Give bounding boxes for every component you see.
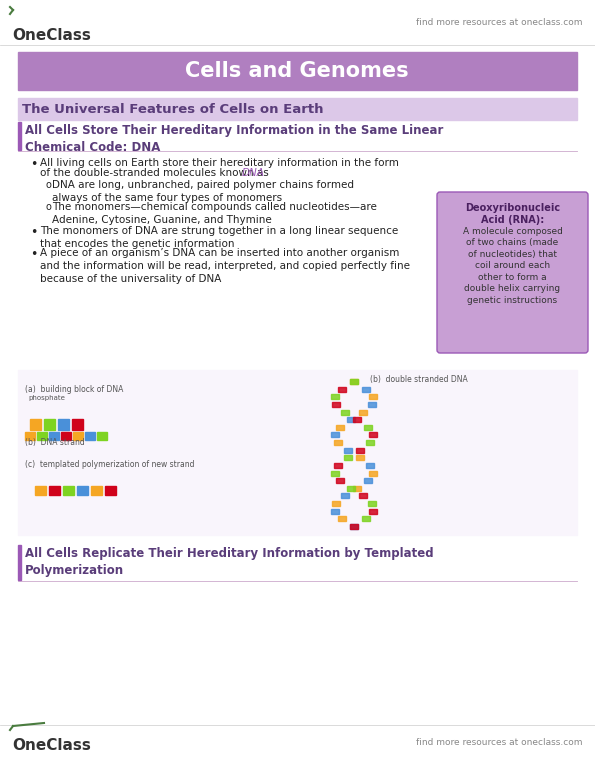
Bar	[85, 432, 95, 440]
Text: (b)  double stranded DNA: (b) double stranded DNA	[370, 375, 468, 384]
Bar	[44, 419, 55, 430]
Text: The monomers—chemical compounds called nucleotides—are
Adenine, Cytosine, Guanin: The monomers—chemical compounds called n…	[52, 202, 377, 225]
Bar	[350, 524, 358, 529]
Bar	[366, 440, 374, 445]
Bar	[366, 463, 374, 468]
Bar	[331, 509, 339, 514]
Bar	[91, 486, 102, 495]
Bar	[359, 494, 367, 498]
Bar	[338, 387, 346, 392]
Bar	[334, 463, 342, 468]
Bar	[331, 433, 339, 437]
Bar	[49, 432, 59, 440]
Bar	[72, 419, 83, 430]
Bar	[368, 501, 376, 506]
Bar	[332, 501, 340, 506]
Text: •: •	[30, 226, 37, 239]
Bar	[341, 410, 349, 414]
Bar	[362, 517, 370, 521]
Bar	[362, 387, 370, 392]
Bar	[344, 447, 352, 453]
Bar	[77, 486, 88, 495]
Bar	[350, 379, 358, 384]
Text: DNA: DNA	[242, 168, 265, 178]
Text: o: o	[46, 180, 52, 190]
Text: •: •	[30, 248, 37, 261]
Bar	[37, 432, 47, 440]
Bar	[331, 394, 339, 400]
Text: All Cells Store Their Hereditary Information in the Same Linear
Chemical Code: D: All Cells Store Their Hereditary Informa…	[25, 124, 443, 154]
Bar	[364, 478, 372, 484]
Text: DNA are long, unbranched, paired polymer chains formed
always of the same four t: DNA are long, unbranched, paired polymer…	[52, 180, 354, 203]
Bar	[18, 122, 21, 150]
FancyBboxPatch shape	[437, 192, 588, 353]
Text: of the double-stranded molecules known as: of the double-stranded molecules known a…	[40, 168, 272, 178]
Text: The monomers of DNA are strung together in a long linear sequence
that encodes t: The monomers of DNA are strung together …	[40, 226, 398, 249]
Bar	[353, 486, 361, 490]
Bar	[350, 379, 358, 384]
Bar	[73, 432, 83, 440]
Text: OneClass: OneClass	[12, 28, 91, 43]
Text: A molecule composed
of two chains (made
of nucleotides) that
coil around each
ot: A molecule composed of two chains (made …	[462, 227, 562, 305]
Bar	[18, 98, 577, 120]
Text: Cells and Genomes: Cells and Genomes	[185, 61, 409, 81]
Bar	[0, 0, 595, 45]
Bar	[369, 470, 377, 476]
Bar	[336, 425, 344, 430]
Bar	[356, 447, 364, 453]
Bar	[105, 486, 116, 495]
Bar	[369, 509, 377, 514]
Text: OneClass: OneClass	[12, 738, 91, 753]
Bar	[344, 455, 352, 460]
Text: (a)  building block of DNA: (a) building block of DNA	[25, 385, 123, 394]
Bar	[350, 524, 358, 529]
Bar	[369, 433, 377, 437]
Bar	[332, 402, 340, 407]
Bar	[356, 455, 364, 460]
Text: o: o	[46, 202, 52, 212]
Bar	[49, 486, 60, 495]
Bar	[341, 494, 349, 498]
Text: (b)  DNA strand: (b) DNA strand	[25, 438, 84, 447]
Bar	[97, 432, 107, 440]
Bar	[30, 419, 41, 430]
Bar	[364, 425, 372, 430]
Text: (c)  templated polymerization of new strand: (c) templated polymerization of new stra…	[25, 460, 195, 469]
Bar	[368, 402, 376, 407]
Text: find more resources at oneclass.com: find more resources at oneclass.com	[416, 18, 583, 27]
Text: A piece of an organism’s DNA can be inserted into another organism
and the infor: A piece of an organism’s DNA can be inse…	[40, 248, 410, 284]
Bar	[353, 417, 361, 422]
Bar	[35, 486, 46, 495]
Text: All Cells Replicate Their Hereditary Information by Templated
Polymerization: All Cells Replicate Their Hereditary Inf…	[25, 547, 434, 577]
Bar	[63, 486, 74, 495]
Bar	[0, 725, 595, 770]
Text: The Universal Features of Cells on Earth: The Universal Features of Cells on Earth	[22, 102, 324, 116]
Text: •: •	[30, 158, 37, 171]
Bar	[331, 470, 339, 476]
Text: All living cells on Earth store their hereditary information in the form: All living cells on Earth store their he…	[40, 158, 399, 168]
Text: find more resources at oneclass.com: find more resources at oneclass.com	[416, 738, 583, 747]
Bar	[347, 417, 355, 422]
Bar	[359, 410, 367, 414]
Bar	[347, 486, 355, 490]
Bar	[338, 517, 346, 521]
Text: phosphate: phosphate	[28, 395, 65, 401]
Bar	[18, 545, 21, 580]
Bar	[58, 419, 69, 430]
Bar	[18, 370, 577, 535]
Bar	[336, 478, 344, 484]
Bar	[61, 432, 71, 440]
Bar	[25, 432, 35, 440]
Bar	[369, 394, 377, 400]
Bar	[334, 440, 342, 445]
Bar	[18, 52, 577, 90]
Text: Deoxyribonucleic
Acid (RNA):: Deoxyribonucleic Acid (RNA):	[465, 203, 560, 226]
